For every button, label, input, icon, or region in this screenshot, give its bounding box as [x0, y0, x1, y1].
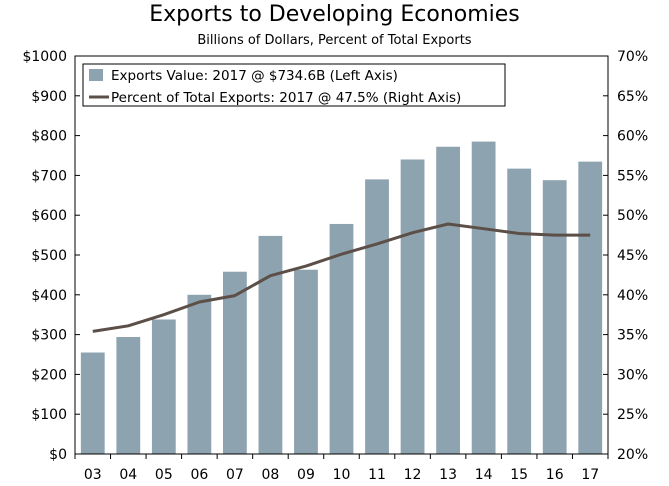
right-tick-label: 20%: [617, 447, 648, 463]
bar-09: [294, 269, 318, 454]
x-axis-ticks: 03 04 05 06 07 08 09 10 11 12 13 14 15 16 17: [74, 454, 609, 483]
x-tick-label: 15: [510, 467, 528, 483]
legend-bar-swatch: [89, 69, 103, 81]
left-axis-ticks: $0 $100 $200 $300 $400 $500 $600 $700 $800 $900 $1…: [22, 49, 80, 463]
right-tick-label: 55%: [617, 168, 648, 184]
legend-box: [82, 63, 506, 107]
right-tick-label: 40%: [617, 288, 648, 304]
bar-03: [80, 352, 105, 454]
left-tick-label: $700: [31, 168, 67, 184]
bar-12: [400, 159, 425, 455]
bar-08: [258, 235, 283, 454]
x-tick-label: 03: [84, 467, 102, 483]
bar-11: [365, 179, 389, 454]
bar-04: [116, 336, 141, 454]
left-tick-label: $1000: [22, 49, 67, 65]
right-tick-label: 30%: [617, 367, 648, 383]
plot-frame: [74, 55, 609, 455]
left-tick-label: $200: [31, 367, 67, 383]
left-tick-label: $0: [49, 447, 67, 463]
x-tick-label: 11: [368, 467, 386, 483]
x-tick-label: 16: [546, 467, 564, 483]
bar-06: [187, 294, 212, 454]
left-tick-label: $800: [31, 129, 67, 145]
right-axis-ticks: 20% 25% 30% 35% 40% 45% 50% 55% 60% 65% 70%: [603, 49, 648, 463]
x-tick-label: 07: [226, 467, 244, 483]
bar-15: [507, 168, 532, 454]
x-tick-label: 14: [475, 467, 493, 483]
legend-bar-label: Exports Value: 2017 @ $734.6B (Left Axis…: [111, 68, 398, 84]
right-tick-label: 50%: [617, 208, 648, 224]
right-tick-label: 35%: [617, 328, 648, 344]
left-tick-label: $400: [31, 288, 67, 304]
bar-07: [222, 271, 247, 454]
bar-series: [80, 141, 603, 455]
x-tick-label: 08: [262, 467, 280, 483]
x-tick-label: 12: [404, 467, 422, 483]
x-tick-label: 17: [581, 467, 599, 483]
bar-13: [436, 146, 461, 454]
x-tick-label: 05: [155, 467, 173, 483]
x-tick-label: 10: [333, 467, 351, 483]
x-tick-label: 09: [297, 467, 315, 483]
x-tick-label: 04: [119, 467, 137, 483]
bar-10: [329, 223, 354, 454]
left-tick-label: $100: [31, 407, 67, 423]
bar-14: [471, 141, 496, 454]
left-tick-label: $500: [31, 248, 67, 264]
left-tick-label: $600: [31, 208, 67, 224]
bar-16: [542, 180, 567, 454]
bar-17: [578, 161, 603, 454]
line-series: [92, 222, 591, 333]
legend: Exports Value: 2017 @ $734.6B (Left Axis…: [82, 63, 506, 107]
legend-line-label: Percent of Total Exports: 2017 @ 47.5% (…: [111, 90, 461, 106]
chart-title: Exports to Developing Economies: [149, 2, 520, 27]
right-tick-label: 60%: [617, 129, 648, 145]
x-tick-label: 06: [190, 467, 208, 483]
right-tick-label: 65%: [617, 89, 648, 105]
left-tick-label: $300: [31, 328, 67, 344]
right-tick-label: 70%: [617, 49, 648, 65]
right-tick-label: 25%: [617, 407, 648, 423]
chart-subtitle: Billions of Dollars, Percent of Total Ex…: [197, 33, 472, 48]
x-tick-label: 13: [439, 467, 457, 483]
bar-05: [151, 319, 176, 454]
right-tick-label: 45%: [617, 248, 648, 264]
left-tick-label: $900: [31, 89, 67, 105]
